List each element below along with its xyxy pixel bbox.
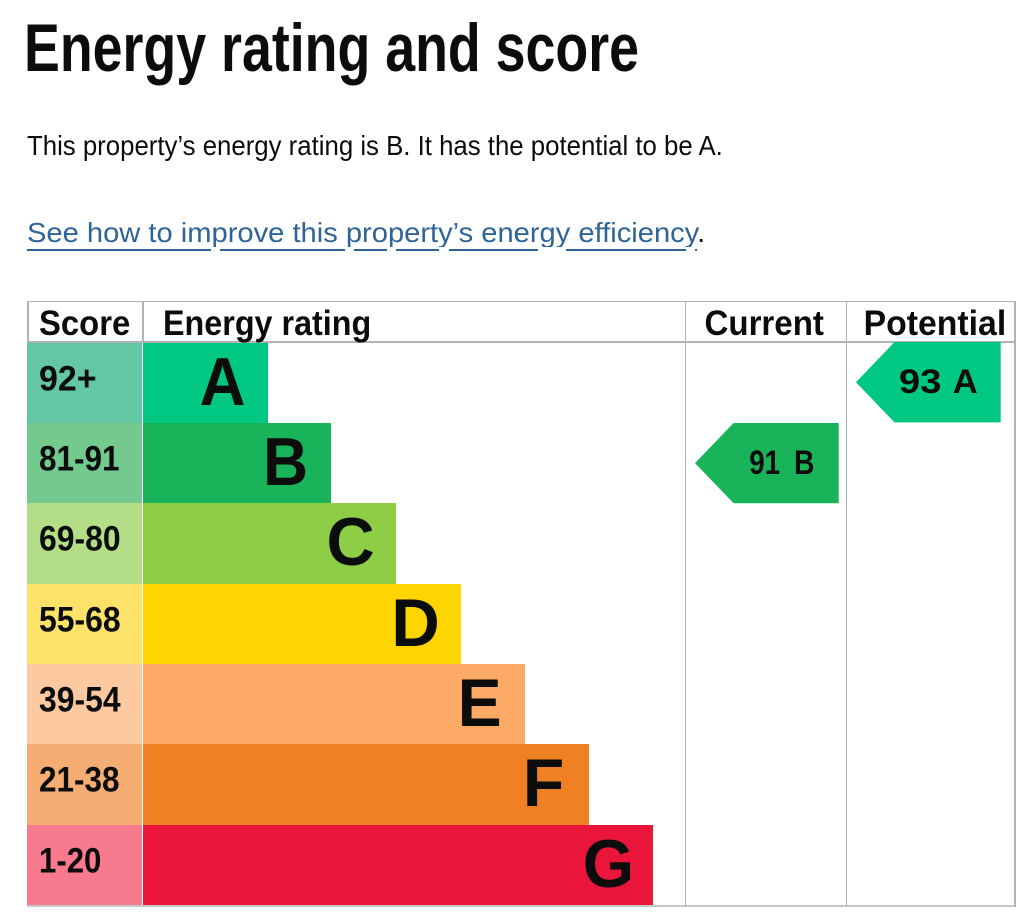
- svg-text:93: 93: [898, 363, 941, 401]
- svg-text:B: B: [794, 444, 815, 482]
- svg-text:91: 91: [749, 444, 780, 482]
- svg-text:A: A: [952, 363, 977, 401]
